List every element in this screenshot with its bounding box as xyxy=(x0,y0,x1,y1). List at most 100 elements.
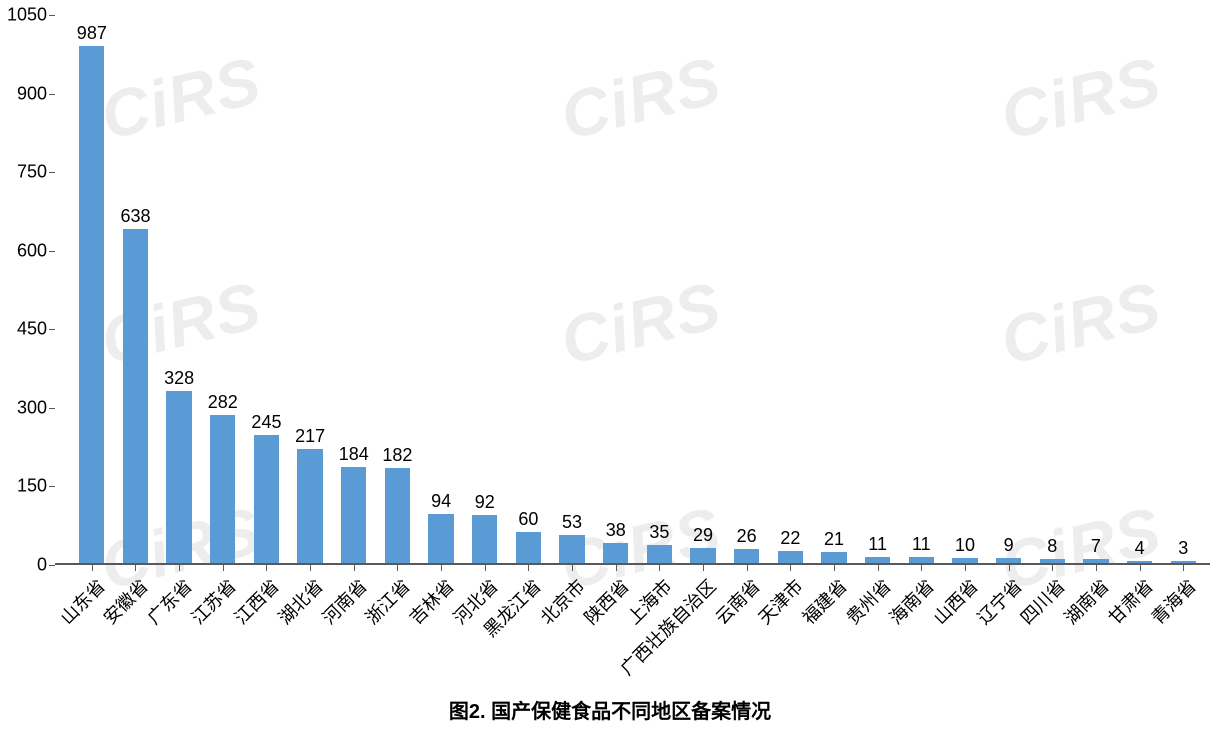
x-tick-mark xyxy=(441,565,442,571)
bar: 987 xyxy=(79,46,104,563)
x-label-slot: 山西省 xyxy=(943,567,987,697)
x-label-slot: 甘肃省 xyxy=(1118,567,1162,697)
bar: 3 xyxy=(1171,561,1196,563)
x-label-slot: 江西省 xyxy=(245,567,289,697)
y-tick-label: 150 xyxy=(0,476,47,497)
y-tick-label: 0 xyxy=(0,555,47,576)
bar-value-label: 4 xyxy=(1135,538,1145,559)
bar-slot: 29 xyxy=(681,15,725,563)
y-tick-label: 750 xyxy=(0,162,47,183)
x-label-slot: 广东省 xyxy=(157,567,201,697)
bar-slot: 22 xyxy=(769,15,813,563)
x-tick-mark xyxy=(703,565,704,571)
x-tick-mark xyxy=(1009,565,1010,571)
x-label-slot: 黑龙江省 xyxy=(507,567,551,697)
bar-slot: 282 xyxy=(201,15,245,563)
bar-slot: 26 xyxy=(725,15,769,563)
bar: 8 xyxy=(1040,559,1065,563)
bar-value-label: 11 xyxy=(912,534,931,555)
y-tick-label: 900 xyxy=(0,83,47,104)
bar-value-label: 11 xyxy=(868,534,887,555)
bar-value-label: 282 xyxy=(208,392,238,413)
bar-value-label: 328 xyxy=(164,368,194,389)
bar-value-label: 7 xyxy=(1091,536,1101,557)
x-axis-labels: 山东省安徽省广东省江苏省江西省湖北省河南省浙江省吉林省河北省黑龙江省北京市陕西省… xyxy=(55,567,1210,697)
bar-slot: 987 xyxy=(70,15,114,563)
x-label-slot: 海南省 xyxy=(899,567,943,697)
x-label-slot: 安徽省 xyxy=(114,567,158,697)
x-tick-mark xyxy=(616,565,617,571)
bar-slot: 35 xyxy=(638,15,682,563)
bar-value-label: 638 xyxy=(120,206,150,227)
chart-caption: 图2. 国产保健食品不同地区备案情况 xyxy=(0,695,1220,724)
x-label-slot: 云南省 xyxy=(725,567,769,697)
x-label-slot: 辽宁省 xyxy=(987,567,1031,697)
caption-text: 国产保健食品不同地区备案情况 xyxy=(486,701,772,723)
x-tick-mark xyxy=(354,565,355,571)
bar-slot: 182 xyxy=(376,15,420,563)
x-label-slot: 北京市 xyxy=(550,567,594,697)
bar: 26 xyxy=(734,549,759,563)
bar: 11 xyxy=(865,557,890,563)
x-label-slot: 河南省 xyxy=(332,567,376,697)
x-label-slot: 吉林省 xyxy=(419,567,463,697)
x-tick-mark xyxy=(878,565,879,571)
bar: 245 xyxy=(254,435,279,563)
y-tick-mark xyxy=(49,408,55,409)
bar-value-label: 8 xyxy=(1047,536,1057,557)
bar-value-label: 987 xyxy=(77,23,107,44)
y-tick-mark xyxy=(49,251,55,252)
x-tick-label: 山东省 xyxy=(54,573,111,630)
bar-value-label: 21 xyxy=(824,529,844,550)
x-tick-mark xyxy=(485,565,486,571)
bar: 184 xyxy=(341,467,366,563)
y-tick-label: 600 xyxy=(0,240,47,261)
bar: 92 xyxy=(472,515,497,563)
bar-value-label: 184 xyxy=(339,444,369,465)
bar-chart: CiRSCiRSCiRSCiRSCiRSCiRSCiRSCiRSCiRS 015… xyxy=(0,0,1220,734)
bar-value-label: 60 xyxy=(518,509,538,530)
bar: 182 xyxy=(385,468,410,563)
x-tick-mark xyxy=(921,565,922,571)
bar-slot: 8 xyxy=(1030,15,1074,563)
y-tick-mark xyxy=(49,94,55,95)
bar-value-label: 217 xyxy=(295,426,325,447)
bar-slot: 217 xyxy=(288,15,332,563)
bar-slot: 53 xyxy=(550,15,594,563)
bar-value-label: 29 xyxy=(693,525,713,546)
bar-slot: 7 xyxy=(1074,15,1118,563)
bar-slot: 94 xyxy=(419,15,463,563)
bar: 7 xyxy=(1083,559,1108,563)
x-label-slot: 广西壮族自治区 xyxy=(681,567,725,697)
x-label-slot: 青海省 xyxy=(1161,567,1205,697)
bar-slot: 92 xyxy=(463,15,507,563)
bar: 9 xyxy=(996,558,1021,563)
bar-value-label: 10 xyxy=(955,535,975,556)
bar: 60 xyxy=(516,532,541,563)
bar-slot: 245 xyxy=(245,15,289,563)
bar-slot: 638 xyxy=(114,15,158,563)
x-tick-mark xyxy=(1140,565,1141,571)
x-label-slot: 湖北省 xyxy=(288,567,332,697)
x-tick-mark xyxy=(179,565,180,571)
bar-slot: 60 xyxy=(507,15,551,563)
y-tick-label: 1050 xyxy=(0,5,47,26)
x-label-slot: 天津市 xyxy=(769,567,813,697)
x-label-slot: 山东省 xyxy=(70,567,114,697)
bar-value-label: 3 xyxy=(1178,538,1188,559)
y-tick-mark xyxy=(49,486,55,487)
x-tick-mark xyxy=(310,565,311,571)
x-tick-mark xyxy=(223,565,224,571)
bars-container: 9876383282822452171841829492605338352926… xyxy=(55,15,1210,563)
bar: 29 xyxy=(690,548,715,563)
bar-value-label: 26 xyxy=(737,526,757,547)
bar: 11 xyxy=(909,557,934,563)
bar: 35 xyxy=(647,545,672,563)
bar-slot: 328 xyxy=(157,15,201,563)
x-tick-mark xyxy=(397,565,398,571)
bar-value-label: 182 xyxy=(382,445,412,466)
x-label-slot: 湖南省 xyxy=(1074,567,1118,697)
bar-slot: 11 xyxy=(856,15,900,563)
caption-prefix: 图2. xyxy=(449,701,486,723)
x-tick-mark xyxy=(528,565,529,571)
